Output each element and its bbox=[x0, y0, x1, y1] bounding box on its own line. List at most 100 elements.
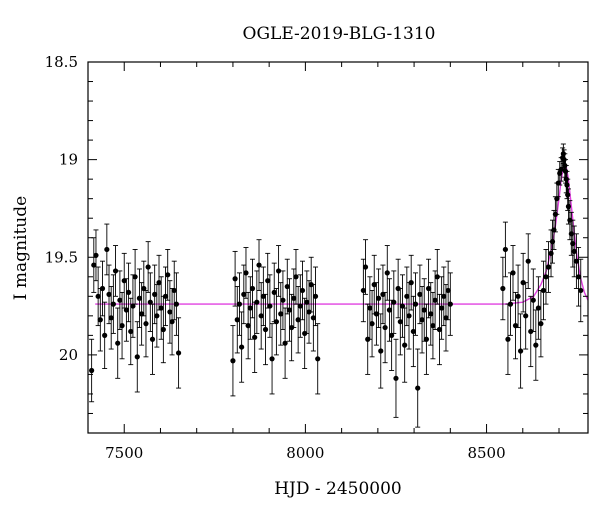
data-point bbox=[241, 291, 247, 297]
model-curve bbox=[95, 164, 588, 305]
x-tick-label: 8000 bbox=[286, 444, 324, 462]
data-point bbox=[236, 301, 243, 307]
data-point bbox=[443, 315, 449, 321]
data-point bbox=[564, 182, 570, 188]
data-point bbox=[247, 305, 253, 311]
data-point bbox=[515, 293, 521, 299]
data-point bbox=[104, 246, 110, 253]
x-axis-label: HJD - 2450000 bbox=[274, 479, 402, 499]
data-point bbox=[265, 278, 271, 284]
data-point bbox=[399, 303, 406, 309]
y-tick-label: 20 bbox=[59, 346, 78, 364]
data-point bbox=[312, 293, 319, 299]
data-point bbox=[558, 166, 564, 172]
data-point bbox=[507, 301, 514, 307]
data-point bbox=[108, 315, 114, 321]
data-point bbox=[115, 340, 121, 346]
data-point bbox=[145, 264, 151, 270]
data-point bbox=[99, 285, 106, 292]
data-point bbox=[275, 268, 282, 274]
data-point bbox=[130, 303, 136, 309]
data-point bbox=[530, 297, 536, 303]
data-point bbox=[267, 303, 273, 309]
data-point bbox=[367, 305, 373, 311]
data-point bbox=[269, 356, 275, 362]
data-point bbox=[89, 367, 95, 374]
data-point bbox=[252, 334, 258, 340]
data-point bbox=[232, 276, 238, 282]
data-point bbox=[505, 336, 511, 342]
y-tick-label: 19.5 bbox=[45, 248, 78, 266]
data-point bbox=[256, 262, 262, 268]
data-point bbox=[158, 305, 164, 311]
model-layer bbox=[95, 164, 588, 305]
data-point bbox=[282, 340, 288, 346]
data-point bbox=[384, 270, 390, 276]
data-point bbox=[106, 291, 112, 297]
data-point bbox=[545, 264, 552, 270]
data-point bbox=[421, 307, 427, 313]
data-point bbox=[380, 291, 386, 297]
data-point bbox=[500, 285, 506, 292]
data-point bbox=[419, 317, 425, 323]
data-point bbox=[428, 311, 434, 317]
data-point bbox=[518, 348, 524, 354]
data-point bbox=[262, 326, 269, 333]
ticks-layer bbox=[87, 61, 588, 434]
data-point bbox=[286, 307, 293, 313]
data-point bbox=[378, 348, 384, 354]
data-point bbox=[386, 307, 393, 313]
data-point bbox=[147, 299, 153, 305]
tick-labels: 7500 8000 8500 18.5 19 19.5 20 bbox=[45, 53, 506, 462]
data-point bbox=[512, 323, 519, 329]
data-point bbox=[540, 287, 547, 294]
data-point bbox=[117, 297, 123, 303]
data-point bbox=[245, 323, 251, 329]
data-point bbox=[554, 196, 560, 202]
data-point bbox=[445, 287, 451, 294]
data-point bbox=[375, 295, 382, 301]
data-point bbox=[278, 311, 284, 317]
data-point bbox=[373, 311, 380, 317]
y-axis-label: I magnitude bbox=[11, 196, 31, 300]
data-point bbox=[578, 287, 584, 294]
data-point bbox=[125, 289, 132, 296]
data-point bbox=[165, 272, 171, 278]
data-point bbox=[102, 332, 108, 338]
data-point bbox=[119, 323, 125, 329]
data-point bbox=[415, 385, 421, 391]
data-point bbox=[273, 319, 280, 325]
data-point bbox=[439, 305, 445, 311]
data-point bbox=[410, 328, 416, 335]
data-point bbox=[436, 326, 443, 333]
data-point bbox=[525, 258, 531, 264]
data-point bbox=[523, 313, 529, 319]
data-point bbox=[123, 307, 130, 313]
y-tick-label: 19 bbox=[59, 151, 78, 169]
data-point bbox=[260, 293, 266, 299]
data-point bbox=[565, 192, 571, 198]
data-point bbox=[271, 289, 277, 296]
data-point bbox=[95, 293, 101, 299]
data-point bbox=[254, 299, 260, 305]
plot-frame bbox=[87, 61, 589, 434]
data-point bbox=[132, 274, 138, 280]
data-point bbox=[393, 375, 399, 381]
data-point bbox=[234, 317, 240, 323]
data-point bbox=[362, 264, 369, 270]
data-point bbox=[382, 324, 388, 331]
data-point bbox=[156, 280, 162, 286]
data-point bbox=[528, 328, 534, 335]
data-point bbox=[447, 301, 453, 307]
data-point bbox=[397, 319, 403, 325]
data-point bbox=[295, 317, 301, 323]
data-point bbox=[167, 309, 173, 315]
data-point bbox=[404, 293, 410, 299]
data-point bbox=[141, 285, 147, 292]
data-point bbox=[315, 356, 321, 362]
data-point bbox=[310, 315, 316, 321]
data-point bbox=[91, 262, 97, 268]
data-point bbox=[502, 246, 508, 253]
data-point bbox=[143, 321, 149, 327]
